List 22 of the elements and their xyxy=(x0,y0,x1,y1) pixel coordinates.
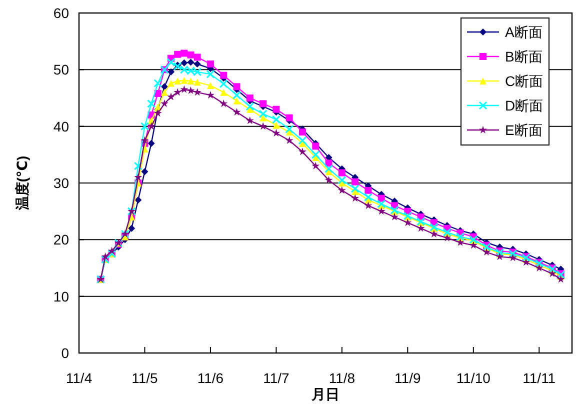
x-tick-label: 11/6 xyxy=(197,370,224,386)
y-tick-label: 30 xyxy=(53,175,70,191)
y-tick-label: 50 xyxy=(53,62,70,78)
legend-label: E断面 xyxy=(505,122,542,138)
x-tick-label: 11/4 xyxy=(66,370,92,386)
legend-label: B断面 xyxy=(505,48,542,64)
legend-label: A断面 xyxy=(505,24,542,40)
x-tick-label: 11/11 xyxy=(522,370,556,386)
x-tick-label: 11/9 xyxy=(394,370,421,386)
x-tick-label: 11/5 xyxy=(132,370,158,386)
y-tick-label: 0 xyxy=(61,345,70,361)
y-tick-label: 20 xyxy=(53,232,70,248)
y-tick-label: 60 xyxy=(53,5,70,21)
x-tick-label: 11/8 xyxy=(328,370,356,386)
y-tick-label: 40 xyxy=(53,118,70,134)
legend-label: D断面 xyxy=(505,98,544,114)
x-axis-title: 月日 xyxy=(310,386,340,402)
y-tick-label: 10 xyxy=(53,288,70,304)
x-tick-label: 11/7 xyxy=(263,370,290,386)
x-tick-label: 11/10 xyxy=(456,370,491,386)
y-axis-title: 温度(℃) xyxy=(14,156,30,212)
legend-label: C断面 xyxy=(505,73,544,89)
